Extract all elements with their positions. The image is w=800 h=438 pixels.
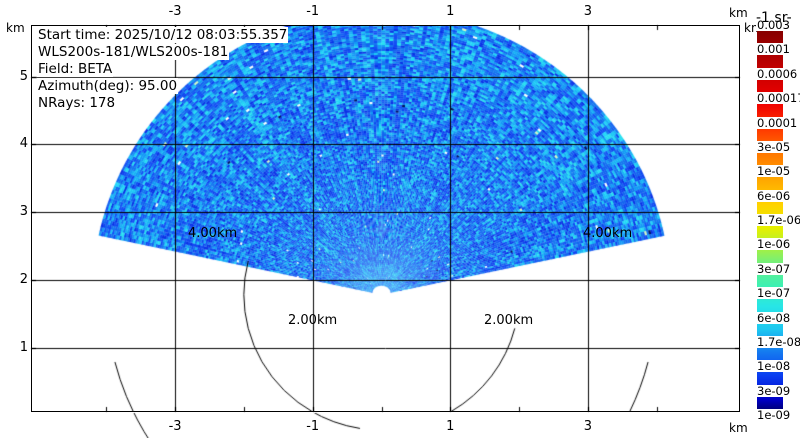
x-tick-bottom-1: -1 [306,419,320,434]
x-tick-bottom-0: -3 [168,419,182,434]
y-tick-left-1: 4 [19,136,28,152]
colorbar-tick-15: 3e-09 [756,383,792,398]
colorbar-tick-10: 3e-07 [756,261,792,276]
y-unit-topleft: km [6,21,25,35]
azimuth-label: Azimuth(deg): 95.00 [37,78,179,94]
x-unit-bottom: km [729,421,748,435]
range-ring-label-1: 2.00km [484,313,534,328]
colorbar-tick-13: 1.7e-08 [756,335,800,348]
x-tick-top-3: 3 [583,4,593,19]
start-time-label: Start time: 2025/10/12 08:03:55.357 [37,27,289,43]
colorbar-tick-3: 0.00017 [756,92,800,105]
colorbar-tick-11: 1e-07 [756,286,792,301]
x-tick-top-0: -3 [168,4,182,19]
x-tick-bottom-2: 1 [446,419,455,434]
x-tick-top-1: -1 [306,4,320,19]
colorbar-units-label: -1 sr- [756,10,792,26]
colorbar-tick-16: 1e-09 [756,408,792,422]
x-tick-top-2: 1 [446,4,455,19]
x-tick-bottom-3: 3 [583,419,593,434]
scan-info-block: Start time: 2025/10/12 08:03:55.357 WLS2… [37,27,289,112]
nrays-label: NRays: 178 [37,95,117,111]
y-tick-left-4: 1 [19,339,28,355]
y-tick-left-3: 2 [19,271,28,287]
colorbar-tick-9: 1e-06 [756,237,792,252]
y-tick-left-2: 3 [19,204,28,220]
colorbar-tick-7: 6e-06 [756,188,792,203]
field-label: Field: BETA [37,61,114,77]
range-ring-label-0: 2.00km [288,313,338,328]
colorbar[interactable]: 0.003 0.001 0.0006 0.00017 0.0001 3e-05 1e-05 6… [756,19,800,421]
colorbar-tick-2: 0.0006 [756,66,799,81]
colorbar-tick-6: 1e-05 [756,164,792,179]
instrument-label: WLS200s-181/WLS200s-181 [37,44,230,60]
x-unit-top: km [729,6,748,20]
colorbar-tick-12: 6e-08 [756,310,792,325]
colorbar-tick-5: 3e-05 [756,139,792,154]
colorbar-tick-8: 1.7e-06 [756,214,800,226]
colorbar-tick-14: 1e-08 [756,359,792,374]
range-ring-label-3: 4.00km [583,226,633,241]
colorbar-tick-1: 0.001 [756,42,791,57]
y-tick-left-0: 5 [19,68,28,84]
range-ring-label-2: 4.00km [188,226,238,241]
colorbar-tick-4: 0.0001 [756,115,799,130]
